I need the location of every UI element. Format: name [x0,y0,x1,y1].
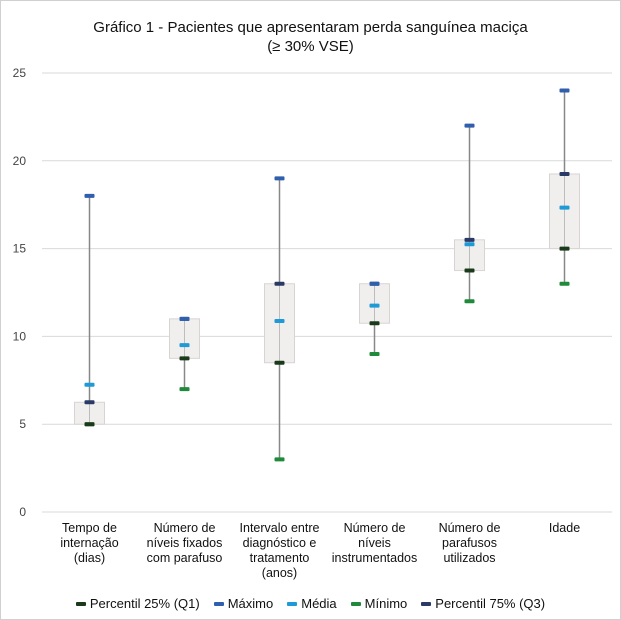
category-label-3: Número de níveis instrumentados [331,521,418,565]
marker-max-2 [274,176,285,181]
marker-mean-1 [179,343,190,348]
category-label-2: Intervalo entre diagnóstico e tratamento… [239,521,320,580]
y-tick-label-20: 20 [13,154,27,168]
legend-label-0: Percentil 25% (Q1) [89,596,200,611]
y-tick-label-10: 10 [13,329,27,343]
chart-title: Gráfico 1 - Pacientes que apresentaram p… [93,19,528,36]
marker-q1-5 [559,246,570,251]
marker-max-1 [179,316,190,321]
legend-item-1: Máximo [213,596,274,611]
marker-q1-2 [274,360,285,365]
chart-title-block: Gráfico 1 - Pacientes que apresentaram p… [0,18,621,56]
marker-max-0 [84,193,95,198]
y-tick-label-0: 0 [19,505,26,519]
marker-q3-2 [274,281,285,286]
legend-item-2: Média [287,596,337,611]
legend-swatch-2 [287,601,298,606]
legend-item-3: Mínimo [350,596,408,611]
marker-min-2 [274,457,285,462]
y-tick-label-5: 5 [19,417,26,431]
marker-mean-2 [274,319,285,324]
marker-max-4 [464,123,475,128]
marker-max-3 [369,281,380,286]
legend-item-0: Percentil 25% (Q1) [75,596,200,611]
marker-min-5 [559,281,570,286]
category-label-1: Número de níveis fixados com parafuso [146,521,223,565]
legend-swatch-3 [350,601,361,606]
legend-swatch-0 [75,601,86,606]
marker-mean-3 [369,303,380,308]
marker-q1-0 [84,422,95,427]
y-tick-label-15: 15 [13,242,27,256]
chart-subtitle: (≥ 30% VSE) [267,38,354,55]
legend-label-3: Mínimo [364,596,408,611]
marker-min-3 [369,351,380,356]
marker-mean-4 [464,242,475,247]
marker-q3-4 [464,237,475,242]
category-label-0: Tempo de internação (dias) [60,521,119,565]
marker-min-1 [179,387,190,392]
marker-q1-4 [464,268,475,273]
legend-swatch-4 [421,601,432,606]
category-label-5: Idade [548,521,581,535]
legend-item-4: Percentil 75% (Q3) [421,596,545,611]
marker-mean-0 [84,382,95,387]
category-label-4: Número de parafusos utilizados [438,521,501,565]
legend: Percentil 25% (Q1) Máximo Média Mínimo Perce… [0,596,621,611]
legend-label-4: Percentil 75% (Q3) [435,596,546,611]
legend-label-2: Média [301,596,337,611]
legend-swatch-1 [213,601,224,606]
marker-q1-1 [179,356,190,361]
marker-min-4 [464,299,475,304]
marker-mean-5 [559,205,570,210]
marker-q1-3 [369,321,380,326]
marker-q3-0 [84,400,95,405]
marker-max-5 [559,88,570,93]
legend-label-1: Máximo [227,596,274,611]
marker-q3-5 [559,171,570,176]
y-tick-label-25: 25 [13,66,27,80]
